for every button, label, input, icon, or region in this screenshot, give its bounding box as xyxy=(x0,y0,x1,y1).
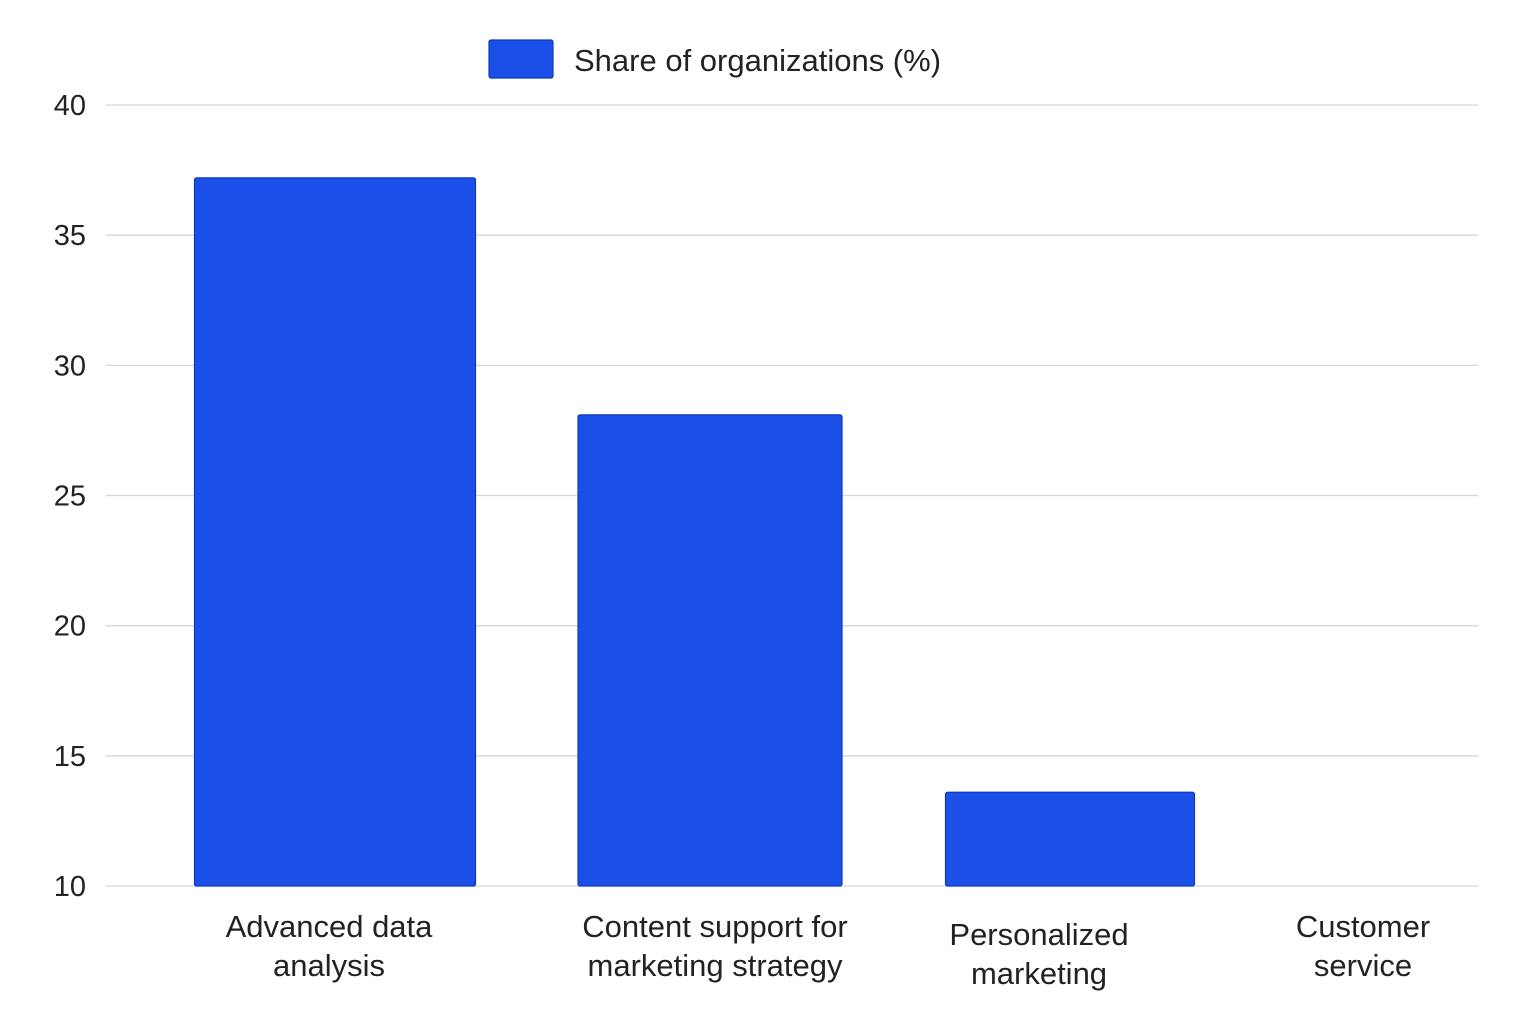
bar xyxy=(193,177,477,887)
legend: Share of organizations (%) xyxy=(488,39,941,79)
bars xyxy=(193,177,1196,887)
y-tick-label: 20 xyxy=(54,611,86,643)
bar xyxy=(577,414,843,887)
y-tick-label: 30 xyxy=(54,350,86,382)
x-tick-label: Customer service xyxy=(1296,909,1430,983)
y-tick-label: 10 xyxy=(54,871,86,903)
x-tick-label: Personalized marketing xyxy=(949,917,1128,991)
x-tick-label: Content support for marketing strategy xyxy=(582,909,847,983)
y-tick-label: 40 xyxy=(54,90,86,122)
y-tick-label: 15 xyxy=(54,741,86,773)
y-tick-label: 35 xyxy=(54,220,86,252)
y-axis-ticks: 10 15 20 25 30 35 40 xyxy=(54,90,86,903)
legend-swatch xyxy=(488,39,554,79)
bar xyxy=(944,791,1196,887)
y-tick-label: 25 xyxy=(54,481,86,513)
x-tick-label: Advanced data analysis xyxy=(226,909,434,983)
x-axis-labels: Advanced data analysis Content support for… xyxy=(226,909,1431,991)
legend-label: Share of organizations (%) xyxy=(574,43,941,78)
